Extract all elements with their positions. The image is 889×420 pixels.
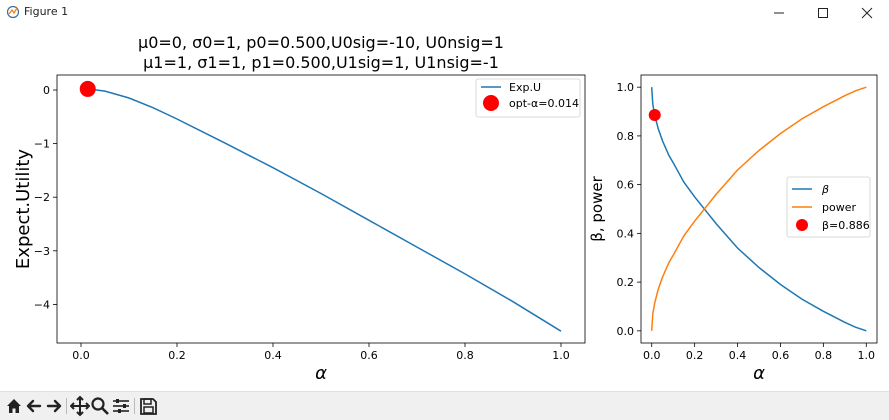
left-axes: 0.0 0.2 0.4 0.6 0.8 1.0 0 −1 −2 −3 −4 α Expect.Uti… bbox=[13, 74, 586, 384]
left-optimum-marker bbox=[79, 80, 96, 97]
right-series-line-1 bbox=[650, 86, 867, 331]
right-ylabel: β, power bbox=[588, 175, 606, 241]
right-ytick-label: 1.0 bbox=[617, 81, 635, 94]
right-ytick-label: 0.4 bbox=[617, 227, 635, 240]
maximize-icon bbox=[818, 7, 828, 18]
left-xtick-label: 1.0 bbox=[552, 349, 570, 362]
right-ytick-label: 0.6 bbox=[617, 179, 635, 192]
left-legend-label-opt: opt-α=0.014 bbox=[509, 97, 579, 110]
right-series-line-0 bbox=[650, 87, 867, 332]
left-xtick-label: 0.2 bbox=[168, 349, 186, 362]
save-icon[interactable] bbox=[138, 395, 158, 417]
left-xtick-label: 0.8 bbox=[456, 349, 474, 362]
forward-icon[interactable] bbox=[44, 395, 64, 417]
toolbar-separator bbox=[66, 398, 67, 414]
right-series-layer bbox=[648, 86, 867, 332]
left-ytick-label: −2 bbox=[34, 191, 50, 204]
zoom-icon[interactable] bbox=[90, 395, 110, 417]
right-axes: 0.0 0.2 0.4 0.6 0.8 1.0 0.0 0.2 0.4 0.6 0.8 1.0 α β… bbox=[588, 74, 878, 384]
left-xtick-label: 0.4 bbox=[264, 349, 282, 362]
window-titlebar: Figure 1 bbox=[0, 0, 889, 24]
right-xlabel: α bbox=[753, 363, 765, 384]
left-xtick-label: 0.6 bbox=[360, 349, 378, 362]
home-icon[interactable] bbox=[4, 395, 24, 417]
left-ylabel: Expect.Utility bbox=[13, 149, 34, 269]
right-tick-layer: 0.0 0.2 0.4 0.6 0.8 1.0 0.0 0.2 0.4 0.6 0.8 1.0 bbox=[617, 81, 876, 362]
left-legend-label-expu: Exp.U bbox=[509, 81, 541, 94]
configure-icon[interactable] bbox=[111, 395, 131, 417]
right-optimum-marker bbox=[648, 108, 661, 121]
right-axes-frame bbox=[640, 74, 878, 344]
window-title: Figure 1 bbox=[24, 5, 69, 18]
right-xtick-label: 1.0 bbox=[858, 349, 876, 362]
left-legend-box bbox=[475, 78, 581, 118]
left-series-layer bbox=[79, 80, 562, 332]
minimize-icon bbox=[774, 12, 784, 13]
left-axes-frame bbox=[56, 74, 586, 344]
left-ytick-label: −1 bbox=[34, 138, 50, 151]
left-xlabel: α bbox=[315, 363, 327, 384]
left-tick-layer: 0.0 0.2 0.4 0.6 0.8 1.0 0 −1 −2 −3 −4 bbox=[34, 84, 570, 362]
right-legend-label-beta-value: β=0.886 bbox=[822, 219, 870, 232]
toolbar-separator bbox=[134, 398, 135, 414]
left-xtick-label: 0.0 bbox=[72, 349, 90, 362]
left-series-line-0 bbox=[80, 88, 562, 332]
back-icon[interactable] bbox=[24, 395, 44, 417]
figure-title-line2: μ1=1, σ1=1, p1=0.500,U1sig=1, U1nsig=-1 bbox=[143, 53, 499, 72]
right-legend-marker-beta bbox=[796, 219, 808, 231]
figure-canvas: μ0=0, σ0=1, p0=0.500,U0sig=-10, U0nsig=1… bbox=[0, 24, 889, 391]
right-legend-box bbox=[786, 176, 871, 238]
left-ytick-label: −4 bbox=[34, 298, 50, 311]
close-icon bbox=[861, 7, 873, 18]
right-ytick-label: 0.0 bbox=[617, 325, 635, 338]
right-xtick-label: 0.6 bbox=[772, 349, 790, 362]
navigation-toolbar bbox=[0, 391, 889, 420]
right-legend-label-power: power bbox=[822, 201, 856, 214]
right-legend: β power β=0.886 bbox=[786, 176, 871, 238]
right-ytick-label: 0.2 bbox=[617, 276, 635, 289]
left-legend: Exp.U opt-α=0.014 bbox=[475, 78, 581, 118]
figure-title-line1: μ0=0, σ0=1, p0=0.500,U0sig=-10, U0nsig=1 bbox=[138, 33, 504, 52]
left-legend-marker-opt bbox=[483, 95, 499, 111]
right-ytick-label: 0.8 bbox=[617, 130, 635, 143]
app-icon bbox=[6, 5, 20, 19]
figure-svg: μ0=0, σ0=1, p0=0.500,U0sig=-10, U0nsig=1… bbox=[13, 33, 878, 384]
pan-icon[interactable] bbox=[70, 395, 90, 417]
right-xtick-label: 0.0 bbox=[643, 349, 661, 362]
right-legend-label-beta: β bbox=[821, 183, 829, 196]
left-ytick-label: 0 bbox=[43, 84, 50, 97]
right-xtick-label: 0.4 bbox=[729, 349, 747, 362]
right-xtick-label: 0.2 bbox=[686, 349, 704, 362]
left-ytick-label: −3 bbox=[34, 245, 50, 258]
minimize-button[interactable] bbox=[757, 0, 801, 24]
close-button[interactable] bbox=[845, 0, 889, 24]
maximize-button[interactable] bbox=[801, 0, 845, 24]
right-xtick-label: 0.8 bbox=[815, 349, 833, 362]
